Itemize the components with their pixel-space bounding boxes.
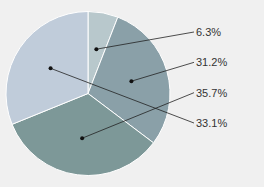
slices <box>6 12 170 176</box>
data-label: 35.7% <box>196 87 227 99</box>
leader-dot <box>49 66 53 70</box>
pie-slice <box>6 12 88 125</box>
data-label: 33.1% <box>196 117 227 129</box>
leader-line <box>96 32 194 49</box>
data-labels: 6.3% 31.2% 35.7% 33.1% <box>49 26 228 140</box>
pie-chart: 6.3% 31.2% 35.7% 33.1% <box>0 0 264 187</box>
leader-dot <box>94 47 98 51</box>
leader-dot <box>129 79 133 83</box>
data-label: 31.2% <box>196 56 227 68</box>
leader-line <box>131 62 194 81</box>
leader-line <box>82 93 194 139</box>
data-label: 6.3% <box>196 26 221 38</box>
chart-container: 6.3% 31.2% 35.7% 33.1% <box>0 0 264 187</box>
leader-dot <box>80 136 84 140</box>
leader-line <box>51 68 194 123</box>
